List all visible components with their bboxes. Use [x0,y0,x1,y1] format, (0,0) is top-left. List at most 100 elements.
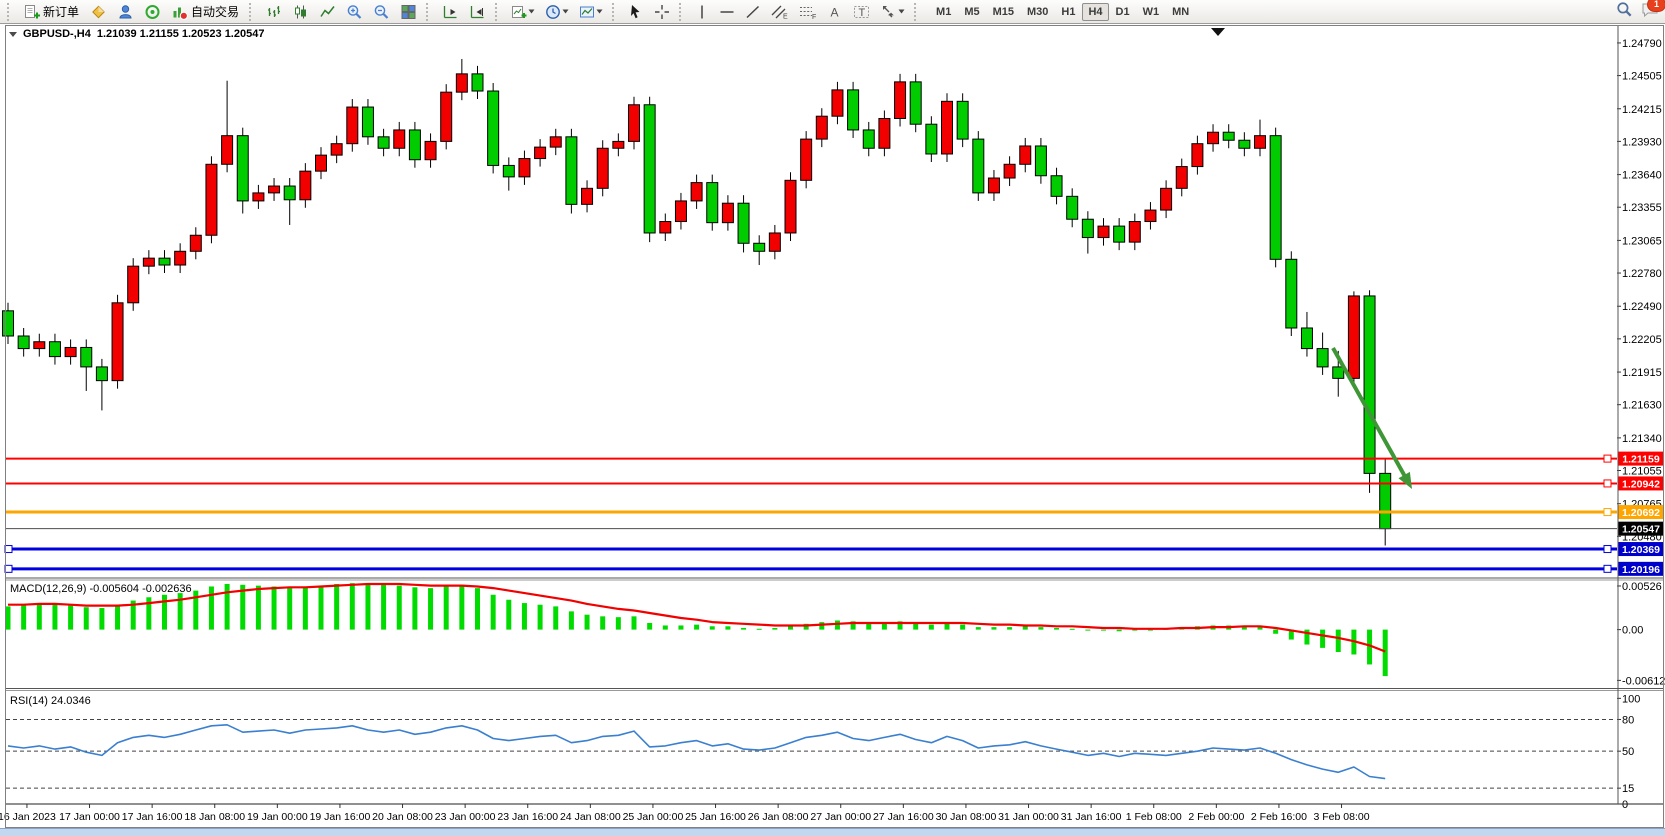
shift-end-marker-icon[interactable] [1211,28,1225,36]
svg-text:1.20547: 1.20547 [1622,524,1660,536]
price-badge [1618,505,1664,520]
crosshair-tool-button[interactable] [650,2,674,22]
trend-arrow-annotation[interactable] [1331,347,1412,489]
svg-text:T: T [859,7,866,19]
time-axis[interactable] [26,804,1343,808]
tile-windows-button[interactable] [396,2,421,22]
timeframe-button-d1[interactable]: D1 [1115,5,1130,18]
text-a-icon: A [831,5,839,19]
horizontal-line-tool[interactable] [715,2,739,22]
svg-text:A: A [831,5,839,19]
trendline-tool[interactable] [741,2,765,22]
svg-text:1.23930: 1.23930 [1622,136,1662,148]
line-chart-button[interactable] [315,2,340,22]
timeframe-button-m5[interactable]: M5 [964,5,980,18]
text-label-tool[interactable]: T [849,2,875,22]
tile-windows-icon [401,4,416,19]
svg-text:1.23355: 1.23355 [1622,202,1662,214]
toolbar-grip[interactable] [249,2,256,21]
chevron-down-icon [562,9,569,14]
collapse-chart-icon[interactable] [9,31,17,37]
vertical-line-icon [701,5,703,18]
rsi-indicator-label: RSI(14) 24.0346 [10,695,91,707]
signals-button[interactable] [140,2,165,22]
fibonacci-tool[interactable]: F [795,2,821,22]
toolbar-grip[interactable] [679,2,686,21]
svg-text:1.22490: 1.22490 [1622,301,1662,313]
horizontal-line-1.20547[interactable] [6,521,1664,536]
horizontal-line-1.20692[interactable] [6,505,1664,520]
chevron-down-icon [898,9,905,14]
svg-text:2 Feb 00:00: 2 Feb 00:00 [1188,811,1244,823]
auto-scroll-button[interactable] [438,2,463,22]
horizontal-line-1.20942[interactable] [6,476,1664,491]
macd-pane [5,582,1621,681]
svg-text:1.23640: 1.23640 [1622,170,1662,182]
chevron-down-icon [528,9,535,14]
svg-text:1 Feb 08:00: 1 Feb 08:00 [1126,811,1182,823]
svg-text:1.21340: 1.21340 [1622,433,1662,445]
candlestick-chart-icon [295,5,307,18]
text-tool[interactable]: A [823,2,847,22]
svg-text:25 Jan 00:00: 25 Jan 00:00 [623,811,684,823]
auto-trading-label: 自动交易 [191,5,240,19]
new-order-button[interactable]: 新订单 [19,1,84,22]
timeframe-button-h4[interactable]: H4 [1082,2,1109,21]
new-order-icon [25,4,40,18]
chevron-down-icon [596,9,603,14]
svg-text:17 Jan 00:00: 17 Jan 00:00 [59,811,120,823]
svg-text:1.20369: 1.20369 [1622,544,1660,556]
chart-window-frame [5,25,1664,828]
equidistant-channel-tool[interactable]: E [767,2,793,22]
timeframe-button-h1[interactable]: H1 [1061,5,1076,18]
timeframe-button-mn[interactable]: MN [1172,5,1190,18]
horizontal-line-1.20369[interactable] [4,542,1664,557]
line-chart-icon [320,5,335,17]
timeframe-button-w1[interactable]: W1 [1142,5,1160,18]
timeframe-button-m1[interactable]: M1 [936,5,952,18]
toolbar-grip[interactable] [426,2,433,21]
horizontal-line-1.20196[interactable] [4,561,1664,576]
svg-text:19 Jan 16:00: 19 Jan 16:00 [310,811,371,823]
toolbar-grip[interactable] [914,2,921,21]
bar-chart-button[interactable] [261,2,286,22]
chart-shift-button[interactable] [465,2,490,22]
channel-icon: E [771,5,788,20]
svg-text:24 Jan 08:00: 24 Jan 08:00 [560,811,621,823]
zoom-out-button[interactable] [369,2,394,22]
svg-text:18 Jan 08:00: 18 Jan 08:00 [184,811,245,823]
notifications-button[interactable]: 1 [1641,0,1665,23]
svg-text:27 Jan 16:00: 27 Jan 16:00 [873,811,934,823]
toolbar-grip[interactable] [7,2,14,21]
timeframe-button-m30[interactable]: M30 [1027,5,1049,18]
svg-text:1.22780: 1.22780 [1622,268,1662,280]
svg-text:1.21055: 1.21055 [1622,466,1662,478]
periods-dropdown[interactable] [541,2,573,22]
new-chart-dropdown[interactable] [507,2,539,22]
svg-text:19 Jan 00:00: 19 Jan 00:00 [247,811,308,823]
svg-text:0.00526: 0.00526 [1622,581,1662,593]
rsi-line [7,723,1386,780]
toolbar-grip[interactable] [612,2,619,21]
toolbar-grip[interactable] [495,2,502,21]
shapes-dropdown[interactable] [877,2,909,22]
search-button[interactable] [1616,1,1633,23]
auto-trading-button[interactable]: 自动交易 [167,1,244,22]
bar-chart-icon [268,5,281,17]
cursor-tool-button[interactable] [624,2,648,22]
timeframe-button-m15[interactable]: M15 [992,5,1014,18]
price-badge [1618,542,1664,557]
new-order-label: 新订单 [43,5,80,19]
vertical-line-tool[interactable] [691,2,713,22]
zoom-out-icon [374,4,389,19]
candlestick-chart-button[interactable] [288,2,313,22]
zoom-in-button[interactable] [342,2,367,22]
market-depth-button[interactable] [86,2,111,22]
svg-text:30 Jan 08:00: 30 Jan 08:00 [936,811,997,823]
templates-dropdown[interactable] [575,2,607,22]
svg-text:23 Jan 16:00: 23 Jan 16:00 [497,811,558,823]
horizontal-line-1.21159[interactable] [6,451,1664,466]
svg-text:1.24505: 1.24505 [1622,71,1662,83]
community-button[interactable] [113,2,138,22]
